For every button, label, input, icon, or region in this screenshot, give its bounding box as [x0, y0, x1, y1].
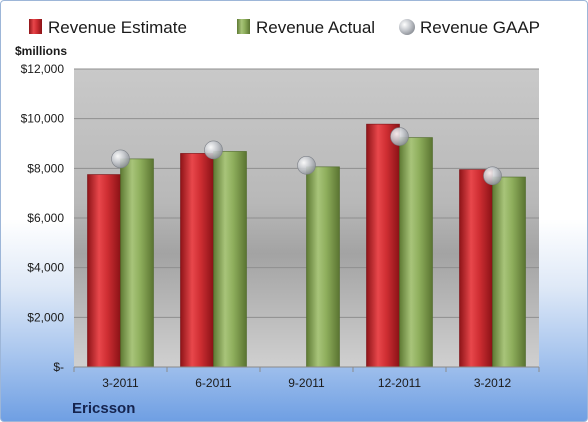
- bar-revenue-estimate: [180, 153, 214, 368]
- legend-swatch-actual: [237, 19, 250, 34]
- legend-label-gaap: Revenue GAAP: [420, 18, 540, 37]
- bar-revenue-actual: [120, 158, 154, 368]
- bar-revenue-estimate: [459, 169, 493, 368]
- marker-revenue-gaap: [390, 127, 409, 146]
- bar-revenue-estimate: [366, 123, 400, 368]
- legend-label-actual: Revenue Actual: [256, 18, 375, 37]
- bar-revenue-estimate: [87, 174, 121, 368]
- x-tick-label: 3-2011: [102, 376, 139, 390]
- marker-revenue-gaap: [204, 140, 223, 160]
- legend-label-estimate: Revenue Estimate: [48, 18, 187, 37]
- y-tick-label: $-: [53, 360, 64, 374]
- y-unit-label: $millions: [15, 44, 67, 58]
- y-tick-label: $10,000: [21, 112, 65, 126]
- y-tick-label: $6,000: [27, 211, 64, 225]
- marker-revenue-gaap: [111, 149, 130, 169]
- company-label: Ericsson: [72, 400, 135, 417]
- legend-marker-gaap: [399, 19, 415, 35]
- y-axis: $- $2,000 $4,000 $6,000 $8,000 $10,000 $12,000: [21, 62, 65, 374]
- x-tick-label: 12-2011: [378, 376, 421, 390]
- marker-revenue-gaap: [297, 156, 316, 175]
- y-tick-label: $4,000: [27, 261, 64, 275]
- x-tick-label: 6-2011: [195, 376, 232, 390]
- bar-revenue-actual: [213, 151, 247, 368]
- gaap-markers: [111, 127, 502, 186]
- marker-revenue-gaap: [483, 166, 502, 186]
- bar-revenue-actual: [492, 176, 526, 368]
- x-tick-label: 9-2011: [288, 376, 325, 390]
- y-tick-label: $8,000: [27, 161, 64, 175]
- x-axis: 3-2011 6-2011 9-2011 12-2011 3-2012: [73, 367, 540, 390]
- y-tick-label: $12,000: [21, 62, 65, 76]
- y-tick-label: $2,000: [27, 310, 64, 324]
- bar-revenue-actual: [399, 137, 433, 368]
- bars: [87, 123, 526, 368]
- bar-revenue-actual: [306, 166, 340, 368]
- legend-swatch-estimate: [29, 19, 42, 34]
- legend: Revenue Estimate Revenue Actual Revenue …: [29, 18, 540, 37]
- x-tick-label: 3-2012: [474, 376, 512, 390]
